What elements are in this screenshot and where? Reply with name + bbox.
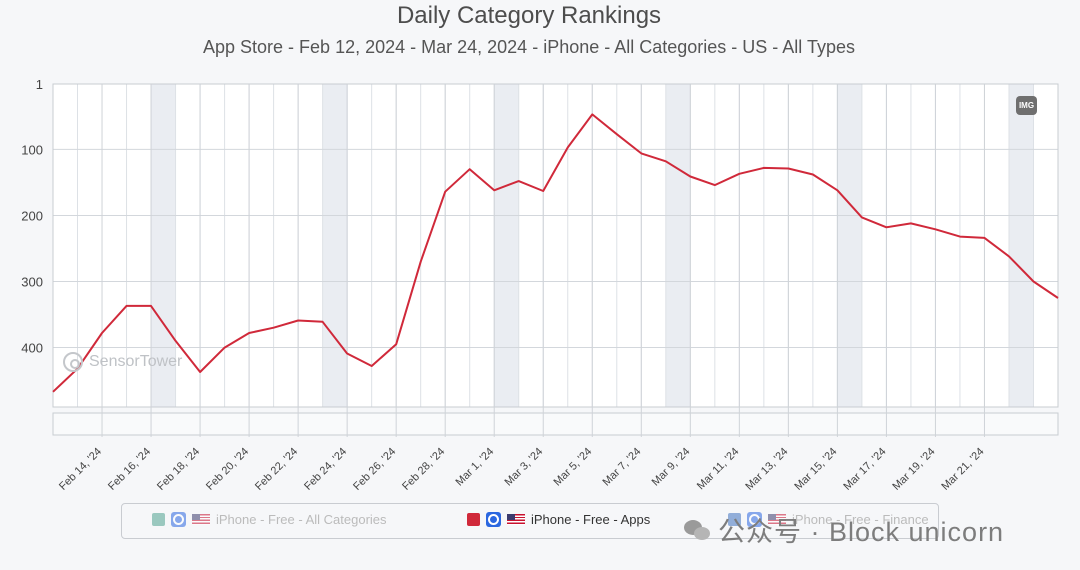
weekend-band xyxy=(494,84,519,407)
x-tick-label: Mar 1, '24 xyxy=(454,446,497,489)
x-tick-label: Feb 14, '24 xyxy=(57,446,104,493)
x-tick-label: Mar 17, '24 xyxy=(841,446,888,493)
export-image-button[interactable]: IMG xyxy=(1016,96,1037,115)
wechat-watermark: 公众号 · Block unicorn xyxy=(684,510,1004,549)
x-tick-label: Mar 19, '24 xyxy=(890,446,937,493)
x-tick-label: Mar 21, '24 xyxy=(939,446,986,493)
y-tick-label: 1 xyxy=(36,77,43,92)
x-tick-label: Feb 28, '24 xyxy=(400,446,447,493)
watermark-label: SensorTower xyxy=(89,353,183,370)
legend-item-all-categories[interactable]: iPhone - Free - All Categories xyxy=(152,512,387,527)
us-flag-icon xyxy=(507,514,525,525)
legend-label: iPhone - Free - All Categories xyxy=(216,512,387,527)
x-tick-label: Mar 11, '24 xyxy=(695,446,742,493)
legend-swatch-icon xyxy=(728,513,741,526)
wechat-icon xyxy=(684,518,712,542)
us-flag-icon xyxy=(768,514,786,525)
chart-legend: iPhone - Free - All Categories iPhone - … xyxy=(121,503,939,539)
x-tick-label: Feb 16, '24 xyxy=(106,446,153,493)
legend-label: iPhone - Free - Apps xyxy=(531,512,651,527)
app-store-icon xyxy=(486,512,501,527)
legend-item-apps[interactable]: iPhone - Free - Apps xyxy=(467,512,650,527)
weekend-band xyxy=(665,84,691,407)
weekend-band xyxy=(1008,84,1034,407)
weekend-band xyxy=(322,84,348,407)
app-store-icon xyxy=(171,512,186,527)
wechat-watermark-text: 公众号 · Block unicorn xyxy=(718,517,1005,547)
legend-swatch-icon xyxy=(467,513,480,526)
legend-label: iPhone - Free - Finance xyxy=(792,512,929,527)
x-tick-label: Feb 22, '24 xyxy=(253,446,300,493)
x-tick-label: Mar 9, '24 xyxy=(650,446,693,489)
weekend-band xyxy=(151,84,176,407)
sensor-tower-watermark: SensorTower xyxy=(63,352,182,372)
series-line xyxy=(52,113,1059,393)
x-tick-label: Mar 7, '24 xyxy=(601,446,644,489)
y-tick-label: 200 xyxy=(21,208,43,223)
y-tick-label: 300 xyxy=(21,274,43,289)
plot-area xyxy=(53,84,1058,407)
x-tick-label: Feb 20, '24 xyxy=(204,446,251,493)
us-flag-icon xyxy=(192,514,210,525)
plot-border xyxy=(52,83,1059,408)
y-tick-label: 100 xyxy=(21,142,43,157)
legend-item-finance[interactable]: iPhone - Free - Finance xyxy=(728,512,929,527)
x-tick-label: Feb 18, '24 xyxy=(155,446,202,493)
x-tick-label: Mar 3, '24 xyxy=(503,446,546,489)
weekend-band xyxy=(837,84,862,407)
chart-subtitle: App Store - Feb 12, 2024 - Mar 24, 2024 … xyxy=(203,37,855,57)
legend-swatch-icon xyxy=(152,513,165,526)
x-tick-label: Mar 15, '24 xyxy=(792,446,839,493)
x-tick-label: Feb 24, '24 xyxy=(302,446,349,493)
y-tick-label: 400 xyxy=(21,341,43,356)
app-store-icon xyxy=(747,512,762,527)
x-tick-label: Mar 13, '24 xyxy=(743,446,790,493)
navigator-bar xyxy=(52,412,1059,436)
chart-title: Daily Category Rankings xyxy=(396,2,662,29)
x-tick-label: Mar 5, '24 xyxy=(552,446,595,489)
x-tick-label: Feb 26, '24 xyxy=(351,446,398,493)
ranking-chart: 1 100 200 300 400 Feb 14, '24 Feb 16, '24 Feb 1… xyxy=(21,77,1059,493)
sensor-tower-logo-icon xyxy=(63,352,83,372)
